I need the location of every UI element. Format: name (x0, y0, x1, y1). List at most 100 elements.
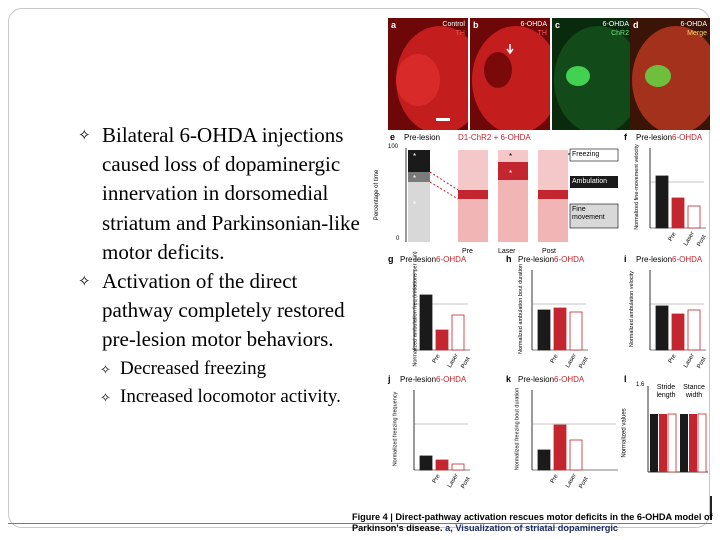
caption-lead: Figure 4 | Direct-pathway activation res… (352, 512, 713, 533)
brain-section-image (630, 18, 710, 130)
panel-title-pre: Pre-lesion (518, 255, 555, 264)
panel-letter: j (388, 374, 391, 384)
bar-chart (531, 270, 588, 351)
bar (537, 449, 551, 471)
significance-star: * (413, 200, 417, 209)
panel-letter: b (473, 20, 479, 30)
bar (553, 307, 567, 351)
panel-h: h Pre-lesion 6-OHDA Normalized ambulation b… (504, 254, 592, 374)
axis-label-y: Normalized ambulation velocity (629, 270, 636, 348)
panel-title-lesion: 6-OHDA (672, 255, 703, 264)
panel-title-lesion: 6-OHDA (554, 255, 585, 264)
panel-title-lesion: 6-OHDA (554, 375, 585, 384)
panel-letter: f (624, 132, 627, 142)
panel-title-lesion: 6-OHDA (672, 133, 703, 142)
bullet-star-icon: ✧ (100, 361, 111, 377)
panel-title: 6-OHDA (602, 21, 629, 28)
figure-4: a Control TH b 6-OHDA TH c 6-OHDA ChR2 d… (366, 14, 710, 528)
image-panel-d: d 6-OHDA Merge (630, 18, 710, 130)
bullet-item: ✧ Bilateral 6-OHDA injections caused los… (78, 121, 368, 267)
axis-tick: 0 (396, 236, 400, 242)
bullet-text: Activation of the direct pathway complet… (102, 269, 345, 352)
legend-item: Freezing (572, 151, 600, 158)
bar (671, 197, 685, 229)
axis-label-y: Normalized freezing bout duration (514, 387, 521, 471)
panel-title: 6-OHDA (520, 21, 547, 28)
panel-g: g Pre-lesion 6-OHDA Normalized ambulation f… (386, 251, 474, 374)
brain-section-image (388, 18, 468, 130)
bar-chart (531, 390, 618, 471)
panel-title-lesion: 6-OHDA (436, 255, 467, 264)
panel-title-pre: Pre-lesion (404, 133, 441, 142)
panel-letter: i (624, 254, 627, 264)
panel-title-pre: Pre-lesion (400, 375, 437, 384)
panel-letter: c (555, 20, 561, 30)
bullet-star-icon: ✧ (78, 128, 91, 144)
panel-l: l 1.6 Normalized values Stride length St… (622, 374, 710, 504)
panel-i: i Pre-lesion 6-OHDA Normalized ambulation v… (622, 254, 710, 374)
bar (451, 314, 465, 351)
significance-star: * (509, 152, 513, 161)
panel-stain: Merge (687, 30, 707, 37)
panel-letter: h (506, 254, 512, 264)
panel-title-lesion: 6-OHDA (436, 375, 467, 384)
significance-star: * (413, 174, 417, 183)
axis-tick: 100 (388, 144, 399, 150)
axis-label-y: Normalized ambulation bout duration (517, 264, 524, 354)
bar-chart (413, 390, 470, 471)
axis-tick: 1.6 (636, 382, 645, 388)
image-panel-c: c 6-OHDA ChR2 (552, 18, 632, 130)
bullet-item: ✧ Activation of the direct pathway compl… (78, 267, 368, 355)
x-tick-label: Laser (498, 248, 516, 255)
significance-star: * (413, 152, 417, 161)
bar-chart (649, 148, 706, 229)
significance-star: * (509, 169, 513, 178)
group-label: Stance width (683, 384, 705, 399)
panel-letter: d (633, 20, 639, 30)
axis-label-y: Normalized freezing frequency (392, 391, 399, 467)
axis-label-y: Normalized fine-movement velocity (633, 144, 640, 230)
bullet-text: Bilateral 6-OHDA injections caused loss … (102, 123, 360, 264)
panel-title-pre: Pre-lesion (636, 133, 673, 142)
bar (687, 205, 701, 229)
panel-stain: TH (455, 30, 465, 37)
legend-item: Fine movement (572, 206, 605, 221)
sub-bullet-item: ✧ Increased locomotor activity. (78, 383, 368, 411)
axis-label-y: Percentage of time (374, 169, 381, 221)
brain-section-image (552, 18, 632, 130)
bar (687, 309, 701, 351)
sub-bullet-text: Increased locomotor activity. (120, 385, 341, 407)
group-label: Stride length (656, 384, 676, 399)
image-panel-a: a Control TH (388, 18, 468, 130)
x-tick-label: Pre (462, 248, 473, 255)
bullet-star-icon: ✧ (78, 274, 91, 291)
bar-chart (649, 270, 706, 351)
image-panel-b: b 6-OHDA TH (470, 18, 550, 130)
figure-caption: Figure 4 | Direct-pathway activation res… (352, 512, 718, 534)
bar (553, 424, 567, 471)
bar (419, 294, 433, 351)
sub-bullet-text: Decreased freezing (120, 357, 267, 379)
panel-letter: a (391, 20, 397, 30)
stacked-bar-chart (405, 148, 619, 242)
bar (569, 311, 583, 351)
axis-label-y: Normalized ambulation freq (initiations … (412, 251, 419, 367)
bar (569, 439, 583, 471)
x-tick-label: Post (542, 248, 557, 255)
panel-e: e Pre-lesion D1-ChR2 + 6-OHDA Percentage… (374, 132, 622, 262)
panel-stain: TH (537, 30, 547, 37)
panel-title-pre: Pre-lesion (518, 375, 555, 384)
legend-item: Ambulation (572, 178, 608, 185)
panel-letter: g (388, 254, 394, 264)
bar (655, 175, 669, 229)
bar (451, 463, 465, 471)
panel-letter: k (506, 374, 512, 384)
bullet-list: ✧ Bilateral 6-OHDA injections caused los… (78, 121, 368, 411)
panel-stain: ChR2 (611, 30, 629, 37)
grouped-bar-chart (647, 386, 708, 473)
panel-title-pre: Pre-lesion (636, 255, 673, 264)
bar (537, 309, 551, 351)
sub-bullet-item: ✧ Decreased freezing (78, 355, 368, 383)
panel-letter: l (624, 374, 627, 384)
bar (671, 313, 685, 351)
